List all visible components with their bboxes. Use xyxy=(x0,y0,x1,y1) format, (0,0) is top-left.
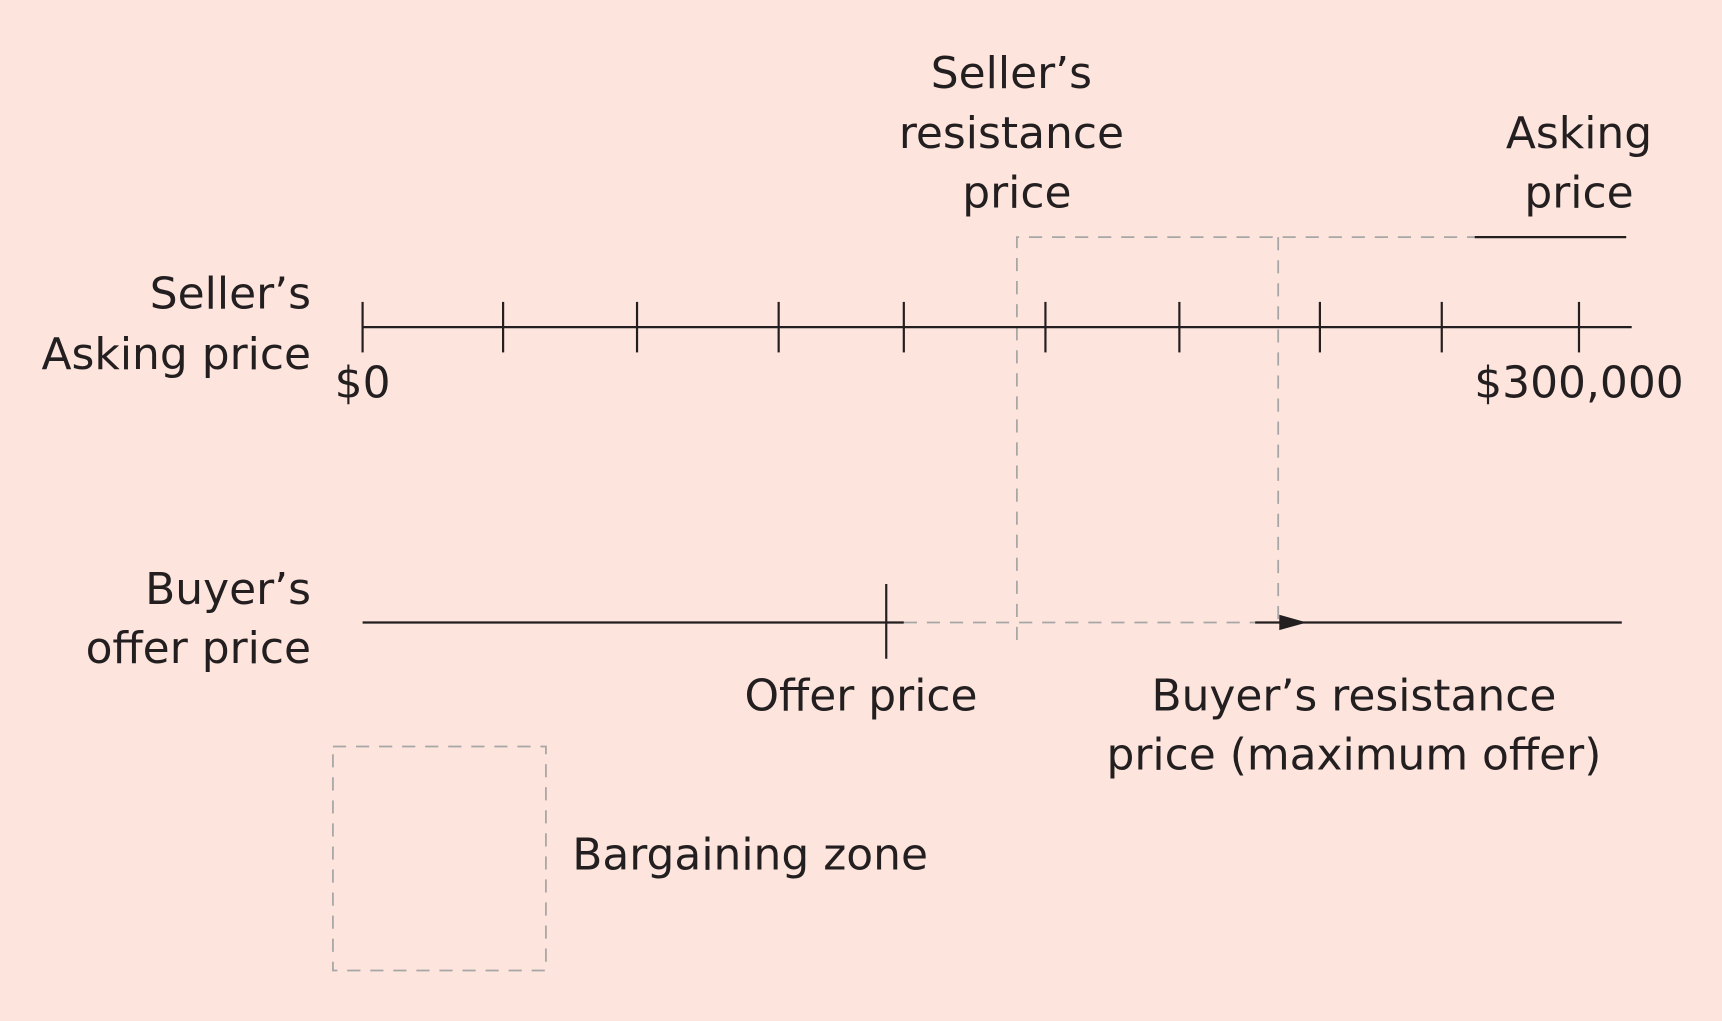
buyer-row-label-line2: offer price xyxy=(86,623,311,674)
axis-min-label: $0 xyxy=(335,357,391,408)
axis-max-label: $300,000 xyxy=(1474,357,1684,408)
buyer-row-label-line1: Buyer’s xyxy=(145,564,311,615)
seller-resistance-label-line2: resistance xyxy=(899,108,1124,159)
arrow-right-icon xyxy=(1279,614,1307,631)
seller-resistance-label-line3: price xyxy=(962,167,1071,218)
offer-price-label: Offer price xyxy=(744,670,977,721)
axis-ticks xyxy=(361,301,1581,353)
seller-row-label-line1: Seller’s xyxy=(150,268,311,319)
seller-resistance-label-line1: Seller’s xyxy=(931,48,1092,99)
asking-price-label-line1: Asking xyxy=(1506,108,1652,159)
buyer-resistance-label-line1: Buyer’s resistance xyxy=(1151,670,1556,721)
legend-bargaining-zone-label: Bargaining zone xyxy=(572,829,928,880)
buyer-resistance-label-line2: price (maximum offer) xyxy=(1107,730,1602,781)
asking-price-label-line2: price xyxy=(1524,167,1633,218)
bargaining-zone-left-top xyxy=(1016,236,1475,641)
legend-bargaining-zone-swatch xyxy=(332,745,547,972)
seller-row-label-line2: Asking price xyxy=(42,329,311,380)
